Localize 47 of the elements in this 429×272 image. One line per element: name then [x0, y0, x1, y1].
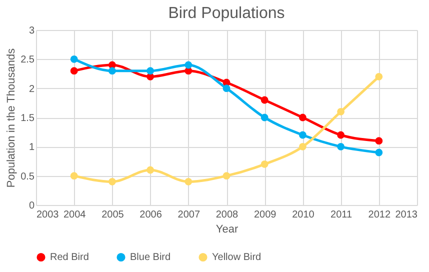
x-tick-label: 2013 — [395, 210, 418, 220]
point — [375, 137, 383, 145]
point — [70, 172, 78, 180]
x-tick-label: 2010 — [292, 210, 315, 220]
point — [146, 67, 154, 75]
x-tick-label: 2009 — [254, 210, 277, 220]
y-tick-label: 0.5 — [20, 171, 35, 182]
point — [184, 61, 192, 69]
y-tick-label: 1.5 — [20, 113, 35, 124]
point — [337, 142, 345, 150]
point — [222, 172, 230, 180]
point — [222, 84, 230, 92]
y-tick-label: 0 — [28, 200, 35, 212]
y-tick-label: 1 — [28, 142, 35, 154]
point — [108, 67, 116, 75]
point — [70, 55, 78, 63]
point — [184, 178, 192, 186]
legend-label: Red Bird — [50, 252, 89, 264]
point — [108, 178, 116, 186]
x-tick-label: 2007 — [178, 210, 200, 220]
x-tick-label: 2006 — [140, 210, 162, 220]
point — [337, 108, 345, 116]
point — [337, 131, 345, 139]
y-tick-label: 3 — [28, 26, 35, 36]
x-tick-label: 2003 — [36, 210, 60, 220]
point — [260, 114, 268, 122]
point — [260, 96, 268, 104]
legend-label: Blue Bird — [130, 252, 171, 264]
point — [298, 131, 306, 139]
point — [146, 166, 154, 174]
chart-title: Bird Populations — [168, 5, 285, 22]
x-tick-label: 2008 — [216, 210, 239, 220]
point — [375, 148, 383, 156]
y-axis-title: Population in the Thousands — [6, 48, 18, 188]
point — [298, 142, 306, 150]
point — [260, 160, 268, 168]
x-axis-title: Year — [216, 224, 238, 236]
legend-label: Yellow Bird — [212, 252, 262, 264]
y-tick-label: 2 — [28, 84, 35, 95]
x-tick-label: 2005 — [102, 210, 124, 220]
point — [298, 114, 306, 122]
y-tick-label: 2.5 — [20, 54, 35, 66]
x-tick-label: 2011 — [330, 210, 352, 220]
point — [375, 72, 383, 80]
point — [70, 67, 78, 75]
x-tick-label: 2012 — [368, 210, 391, 220]
x-tick-label: 2004 — [63, 210, 86, 220]
